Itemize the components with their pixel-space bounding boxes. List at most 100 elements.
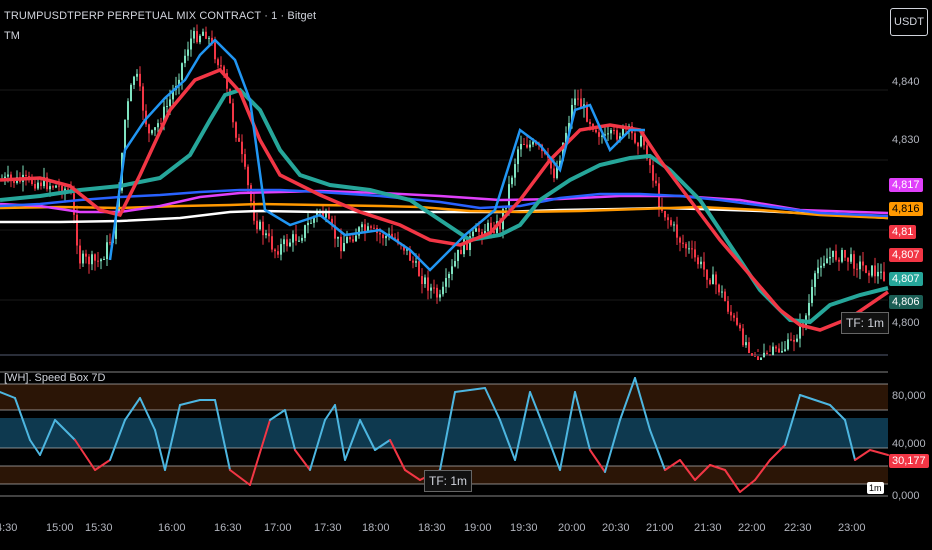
indicator-short-title[interactable]: TM xyxy=(4,30,20,42)
candle-body xyxy=(127,101,129,120)
candle-body xyxy=(793,339,795,342)
osc-current-value: 30,177 xyxy=(889,454,929,468)
price-label-slow-teal: 4,807 xyxy=(889,272,923,286)
osc-segment xyxy=(74,439,96,471)
currency-button[interactable]: USDT xyxy=(890,8,928,36)
candle-body xyxy=(721,291,723,293)
candle-body xyxy=(553,168,555,179)
candle-body xyxy=(706,269,708,280)
candle-body xyxy=(859,261,861,270)
ma-fast-red xyxy=(0,67,889,332)
candle-body xyxy=(178,79,180,87)
candle-body xyxy=(241,141,243,155)
osc-segment xyxy=(389,439,406,471)
osc-segment xyxy=(294,449,311,471)
candle-body xyxy=(667,217,669,221)
symbol-title[interactable]: TRUMPUSDTPERP PERPETUAL MIX CONTRACT · 1… xyxy=(4,10,317,22)
candle-body xyxy=(763,352,765,358)
candle-body xyxy=(832,250,834,257)
candle-body xyxy=(601,135,603,137)
candle-body xyxy=(571,104,573,124)
candle-body xyxy=(499,221,501,230)
osc-segment xyxy=(309,419,326,471)
candle-body xyxy=(271,236,273,250)
candle-body xyxy=(316,211,318,217)
candle-body xyxy=(124,119,126,153)
candle-body xyxy=(46,177,48,190)
price-label-last-price: 4,81 xyxy=(889,225,917,239)
candle-body xyxy=(580,98,582,108)
candle-body xyxy=(613,130,615,132)
candle-body xyxy=(421,276,423,285)
candle-body xyxy=(94,254,96,261)
candle-body xyxy=(655,180,657,184)
candle-body xyxy=(850,254,852,262)
candle-body xyxy=(598,132,600,137)
candle-body xyxy=(73,193,75,215)
candle-body xyxy=(52,186,54,188)
osc-segment xyxy=(854,449,871,461)
candle-body xyxy=(148,124,150,134)
candle-body xyxy=(169,99,171,106)
osc-segment xyxy=(29,439,41,456)
price-label-ma-pink: 4,817 xyxy=(889,178,923,192)
candle-body xyxy=(865,265,867,273)
indicator-title[interactable]: [WH]. Speed Box 7D xyxy=(4,372,106,384)
candle-body xyxy=(577,98,579,100)
candle-body xyxy=(427,277,429,291)
candle-body xyxy=(442,286,444,295)
candle-body xyxy=(196,31,198,43)
price-tick: 4,830 xyxy=(892,134,920,146)
candle-body xyxy=(10,174,12,180)
time-tick: 20:00 xyxy=(558,522,586,534)
candle-body xyxy=(436,287,438,298)
candle-body xyxy=(157,123,159,128)
osc-segment xyxy=(619,377,636,421)
candle-body xyxy=(34,184,36,189)
candle-body xyxy=(688,248,690,250)
candle-body xyxy=(700,261,702,265)
candle-body xyxy=(526,144,528,148)
candle-body xyxy=(673,224,675,226)
candle-body xyxy=(514,164,516,178)
candle-body xyxy=(520,144,522,150)
candle-body xyxy=(715,274,717,285)
candle-body xyxy=(349,237,351,240)
candle-body xyxy=(784,349,786,352)
osc-segment xyxy=(179,399,201,406)
candle-body xyxy=(694,249,696,258)
candle-body xyxy=(778,348,780,353)
candle-body xyxy=(532,141,534,145)
candle-body xyxy=(367,226,369,232)
osc-segment xyxy=(344,419,361,461)
osc-segment xyxy=(514,391,531,461)
candle-body xyxy=(454,261,456,267)
candle-body xyxy=(61,185,63,195)
candle-body xyxy=(511,177,513,185)
interval-badge[interactable]: 1m xyxy=(867,482,884,494)
candle-body xyxy=(13,179,15,183)
candle-body xyxy=(220,65,222,67)
osc-segment xyxy=(589,449,606,473)
candle-body xyxy=(337,236,339,239)
osc-middle-zone xyxy=(0,418,888,448)
time-tick: 4:30 xyxy=(0,522,18,534)
candle-body xyxy=(835,250,837,260)
osc-segment xyxy=(359,419,376,451)
candle-body xyxy=(874,265,876,277)
candle-body xyxy=(883,271,885,281)
time-tick: 19:00 xyxy=(464,522,492,534)
osc-tick: 40,000 xyxy=(892,438,926,450)
candle-body xyxy=(523,144,525,146)
candle-body xyxy=(493,230,495,234)
candle-body xyxy=(844,249,846,258)
time-axis[interactable]: 4:30 15:00 15:30 16:00 16:30 17:00 17:30 18:00 1… xyxy=(0,518,888,538)
candle-body xyxy=(703,261,705,270)
candle-body xyxy=(154,127,156,131)
candle-body xyxy=(466,239,468,250)
candle-body xyxy=(235,122,237,138)
candle-body xyxy=(868,272,870,276)
oscillator-segments xyxy=(0,377,889,493)
candle-body xyxy=(82,253,84,264)
